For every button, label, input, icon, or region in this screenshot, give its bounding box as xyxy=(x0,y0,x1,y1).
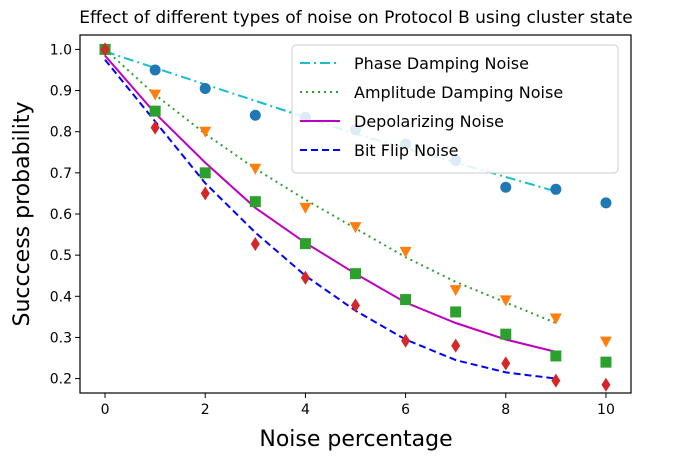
legend-label-1: Phase Damping Noise xyxy=(354,54,529,73)
legend-label-3: Depolarizing Noise xyxy=(354,112,504,131)
y-tick-label: 0.6 xyxy=(50,207,72,223)
data-point xyxy=(200,186,210,201)
data-point xyxy=(401,333,411,348)
data-point xyxy=(549,313,562,325)
data-point xyxy=(550,183,562,195)
y-tick-label: 0.8 xyxy=(50,125,72,141)
data-point xyxy=(250,237,260,252)
x-tick-label: 2 xyxy=(201,402,210,418)
data-point xyxy=(450,306,462,318)
data-point xyxy=(350,268,361,280)
data-point xyxy=(449,285,462,297)
data-point xyxy=(600,356,612,368)
data-point xyxy=(149,64,161,76)
y-tick-label: 0.2 xyxy=(50,372,72,388)
data-point xyxy=(149,89,162,101)
data-point xyxy=(299,202,312,214)
data-point xyxy=(150,120,160,135)
x-tick-label: 10 xyxy=(597,402,615,418)
x-tick-label: 6 xyxy=(401,402,410,418)
y-tick-label: 0.5 xyxy=(50,248,72,264)
y-tick-label: 0.7 xyxy=(50,166,72,182)
data-point xyxy=(199,126,212,138)
y-axis-label: Succcess probability xyxy=(10,101,35,326)
x-tick-label: 0 xyxy=(101,402,110,418)
data-point xyxy=(299,238,311,250)
x-tick-label: 4 xyxy=(301,402,310,418)
y-tick-label: 1.0 xyxy=(50,42,72,58)
data-point xyxy=(399,246,412,258)
fit-lines xyxy=(104,48,557,380)
data-point xyxy=(499,295,512,307)
data-point xyxy=(451,338,461,353)
fit-line-3 xyxy=(104,54,557,353)
data-point xyxy=(149,105,161,117)
data-point xyxy=(551,373,561,388)
data-point xyxy=(249,163,262,175)
legend-label-4: Bit Flip Noise xyxy=(354,141,459,160)
data-point xyxy=(300,270,310,285)
data-point xyxy=(501,356,511,371)
legend-label-2: Amplitude Damping Noise xyxy=(354,83,563,102)
legend-box xyxy=(291,44,619,174)
data-point xyxy=(100,42,110,57)
data-point xyxy=(599,336,612,348)
data-point xyxy=(600,197,612,209)
data-point xyxy=(601,377,611,392)
data-point xyxy=(400,294,412,306)
data-point xyxy=(500,328,512,340)
data-point xyxy=(550,350,562,362)
data-point xyxy=(351,298,360,313)
legend: Phase Damping Noise Amplitude Damping Noi… xyxy=(291,44,619,174)
y-tick-label: 0.9 xyxy=(50,84,72,100)
axes: 0 2 4 6 8 10 0.2 0.3 0.4 0.5 0.6 0.7 0.8 0.9 1.0 xyxy=(50,42,615,418)
data-point xyxy=(249,196,261,208)
x-axis-label: Noise percentage xyxy=(259,427,452,452)
data-point xyxy=(199,167,211,179)
chart-title: Effect of different types of noise on Pr… xyxy=(79,8,633,28)
data-point xyxy=(500,181,512,193)
y-tick-label: 0.3 xyxy=(50,330,72,346)
y-tick-label: 0.4 xyxy=(50,289,72,305)
data-point xyxy=(249,109,261,121)
x-tick-label: 8 xyxy=(501,402,510,418)
data-point xyxy=(349,222,362,234)
data-point xyxy=(199,82,211,94)
